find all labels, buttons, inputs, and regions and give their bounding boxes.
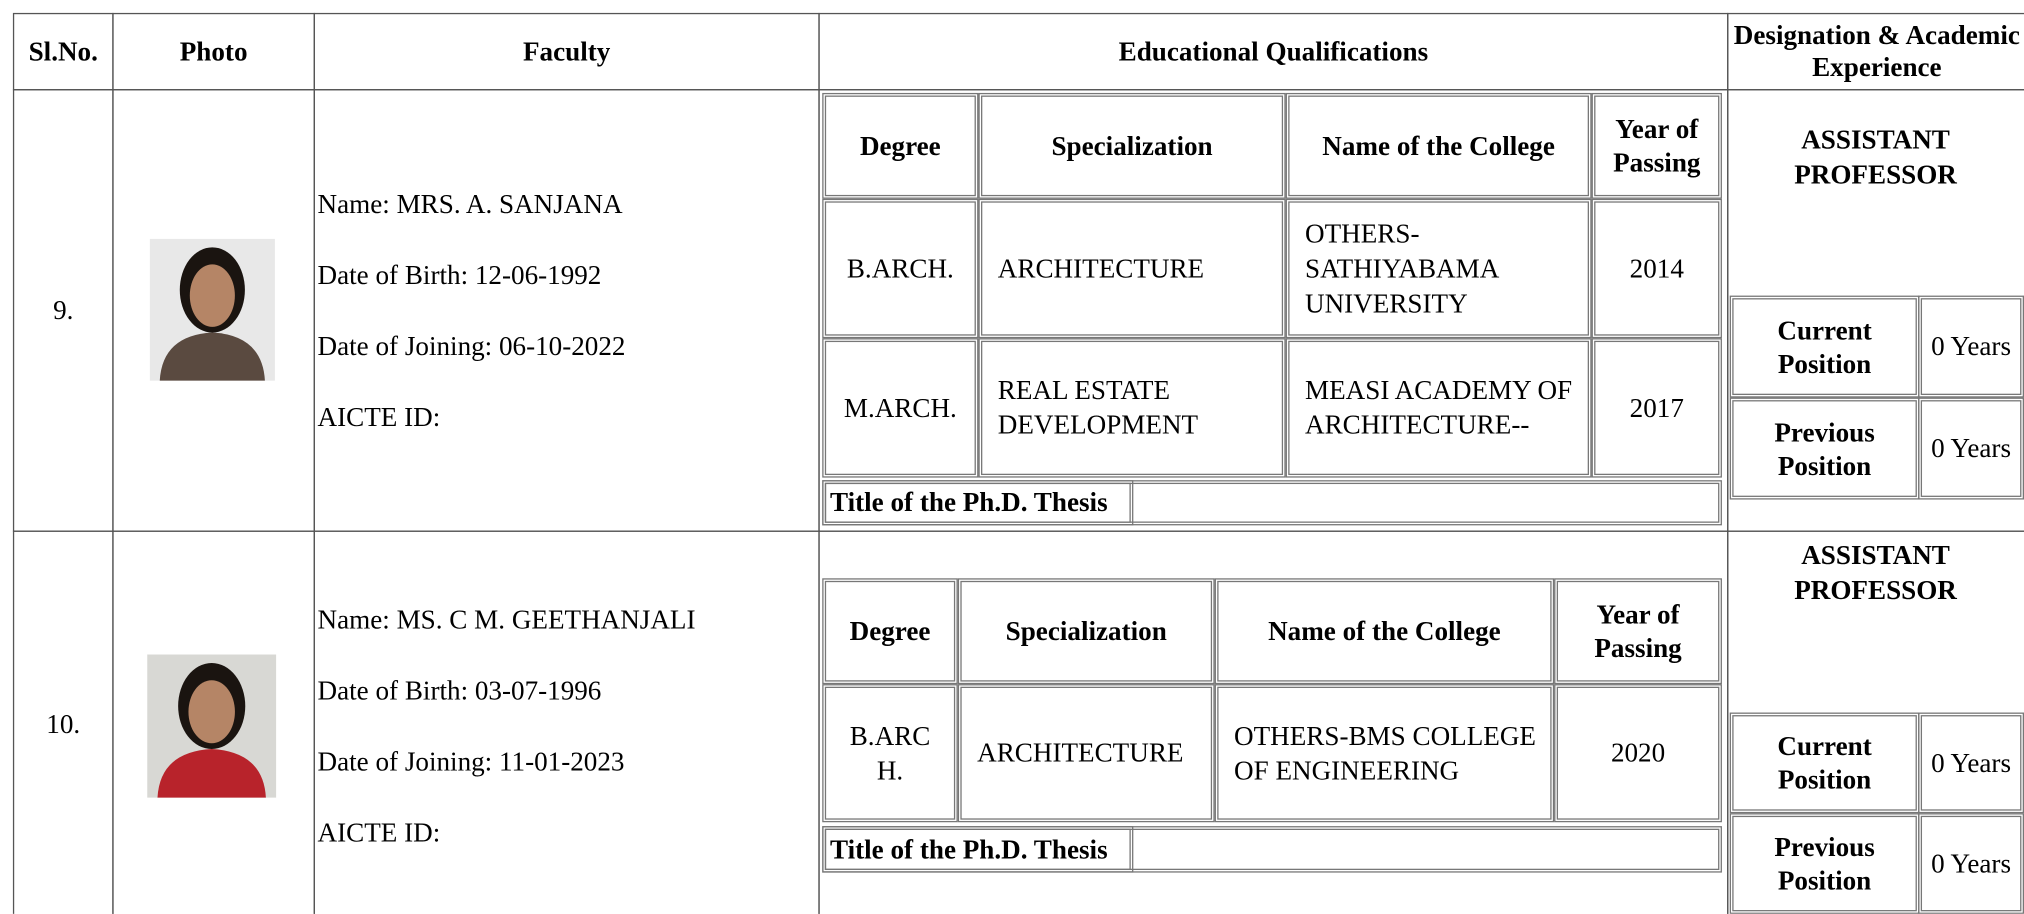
sl-no-cell: 9. [12,89,114,532]
qual-cell: 2020 [1554,684,1722,823]
qual-header-cell-text: Year of Passing [1594,598,1682,664]
qual-header-cell: Name of the College [1214,578,1555,685]
faculty-photo [147,654,277,798]
qual-cell: 2017 [1591,338,1722,478]
thesis-label-text: Title of the Ph.D. Thesis [829,833,1108,865]
qual-cell: REAL ESTATE DEVELOPMENT [978,338,1286,478]
sl-no-cell: 10. [12,530,114,914]
qual-header-cell: Year of Passing [1591,92,1722,199]
experience-value: 0 Years [1918,813,2024,914]
experience-value-text: 0 Years [1931,847,2011,879]
qual-header-cell: Specialization [978,92,1286,199]
header-cell-text: Faculty [523,35,611,67]
experience-label-text: Current Position [1777,314,1872,379]
header-cell: Photo [112,12,315,91]
qual-header-cell-text: Specialization [1005,615,1167,647]
experience-label: Previous Position [1729,813,1920,914]
qual-cell-text: REAL ESTATE DEVELOPMENT [997,374,1199,441]
header-cell-text: Photo [179,35,248,67]
qual-header-cell-text: Degree [849,615,931,647]
qual-cell: ARCHITECTURE [978,198,1286,339]
experience-label-text: Previous Position [1774,416,1875,481]
designation-text: ASSISTANT PROFESSOR [1794,123,1957,190]
header-cell-text: Designation & Academic Experience [1733,19,2020,83]
thesis-label: Title of the Ph.D. Thesis [822,826,1134,873]
qual-cell-text: M.ARCH. [843,391,957,423]
sl-no-cell-text: 10. [46,708,81,739]
experience-label: Current Position [1729,712,1920,814]
header-cell-text: Educational Qualifications [1118,35,1429,67]
qual-header-cell: Degree [822,92,979,199]
qual-header-cell-text: Degree [859,130,941,162]
experience-value: 0 Years [1918,712,2024,814]
header-cell: Faculty [313,12,820,91]
designation-text: ASSISTANT PROFESSOR [1794,539,1957,606]
qual-cell: 2014 [1591,198,1722,339]
qual-cell-text: B.ARCH. [846,252,954,284]
qual-cell: OTHERS-BMS COLLEGE OF ENGINEERING [1214,684,1555,823]
sl-no-cell-text: 9. [53,294,74,326]
qual-cell-text: OTHERS-SATHIYABAMA UNIVERSITY [1305,217,1498,319]
experience-label: Previous Position [1729,397,1920,500]
qual-header-cell-text: Name of the College [1268,615,1501,647]
faculty-cell [313,89,820,532]
experience-label-text: Current Position [1777,730,1872,796]
header-cell-text: Sl.No. [28,35,98,67]
faculty-aicte: AICTE ID: [317,401,441,433]
qual-header-cell: Specialization [957,578,1215,685]
qual-header-cell: Degree [822,578,958,685]
qual-cell-text: 2014 [1629,252,1684,284]
header-cell: Designation & Academic Experience [1727,12,2024,91]
faculty-photo [149,238,275,381]
experience-value-text: 0 Years [1931,746,2011,778]
qual-header-cell-text: Specialization [1051,130,1213,162]
qual-cell: M.ARCH. [822,338,979,478]
thesis-label: Title of the Ph.D. Thesis [822,480,1134,526]
header-cell: Educational Qualifications [818,12,1729,91]
designation-cell [1727,530,2024,914]
experience-label-text: Previous Position [1774,831,1875,896]
faculty-name: Name: MRS. A. SANJANA [317,188,623,220]
qual-cell: ARCHITECTURE [957,684,1215,823]
qual-cell-text: 2020 [1610,737,1666,769]
qual-cell-text: B.ARCH. [849,719,931,786]
header-cell: Sl.No. [12,12,114,91]
experience-value: 0 Years [1918,295,2024,398]
qual-cell: MEASI ACADEMY OF ARCHITECTURE-- [1285,338,1592,478]
experience-value-text: 0 Years [1931,432,2011,464]
qual-header-cell: Name of the College [1285,92,1592,199]
qual-header-cell-text: Year of Passing [1613,113,1701,179]
faculty-cell [313,530,820,914]
qual-cell-text: ARCHITECTURE [997,252,1205,284]
qual-cell: B.ARCH. [822,198,979,339]
qual-header-cell-text: Name of the College [1322,130,1555,162]
faculty-dob: Date of Birth: 12-06-1992 [317,259,602,291]
faculty-doj: Date of Joining: 11-01-2023 [317,746,625,778]
faculty-doj: Date of Joining: 06-10-2022 [317,330,626,362]
faculty-aicte: AICTE ID: [317,817,441,849]
qual-header-cell: Year of Passing [1554,578,1722,685]
faculty-dob: Date of Birth: 03-07-1996 [317,675,602,707]
designation: ASSISTANT PROFESSOR [1730,534,2022,611]
faculty-name: Name: MS. C M. GEETHANJALI [317,604,696,636]
qual-cell-text: MEASI ACADEMY OF ARCHITECTURE-- [1305,374,1573,441]
qual-cell: OTHERS-SATHIYABAMA UNIVERSITY [1285,198,1592,339]
designation: ASSISTANT PROFESSOR [1730,119,2022,196]
qual-cell-text: ARCHITECTURE [977,737,1184,769]
experience-label: Current Position [1729,295,1920,398]
thesis-label-text: Title of the Ph.D. Thesis [829,486,1108,518]
qual-cell-text: OTHERS-BMS COLLEGE OF ENGINEERING [1234,719,1536,786]
qual-cell-text: 2017 [1629,391,1684,423]
experience-value-text: 0 Years [1931,330,2011,362]
qual-cell: B.ARCH. [822,684,958,823]
experience-value: 0 Years [1918,397,2024,500]
